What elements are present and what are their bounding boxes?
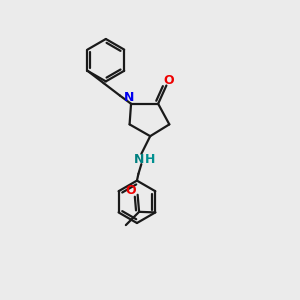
Text: O: O <box>164 74 174 87</box>
Text: H: H <box>145 153 155 166</box>
Text: O: O <box>125 184 136 197</box>
Text: N: N <box>134 153 144 166</box>
Text: N: N <box>124 91 134 104</box>
